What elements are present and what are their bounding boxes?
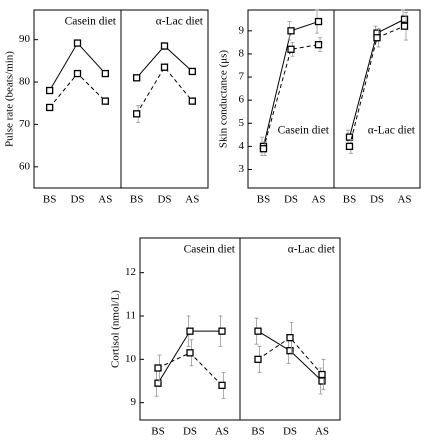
x-tick-label: BS [151,426,164,438]
x-tick-label: BS [43,194,56,206]
panel-title: α-Lac diet [156,16,204,28]
y-tick-label: 90 [19,33,31,45]
panel-title: α-Lac diet [368,125,416,137]
x-tick-label: BS [343,194,356,206]
y-tick-label: 8 [239,47,245,59]
x-tick-label: AS [185,194,199,206]
y-tick-label: 60 [19,160,31,172]
marker [314,41,323,49]
x-tick-label: DS [70,194,84,206]
x-tick-label: AS [315,426,329,438]
y-axis-label: Pulse rate (beats/min) [4,51,16,147]
marker [373,34,381,42]
marker [160,42,169,50]
x-tick-label: BS [251,426,264,438]
marker [133,74,141,82]
marker [154,379,162,387]
x-tick-label: DS [157,194,171,206]
y-tick-label: 9 [131,396,137,408]
panel-title: Casein diet [65,16,117,28]
marker [286,347,294,355]
x-tick-label: AS [397,194,411,206]
x-tick-label: DS [183,426,197,438]
x-tick-label: AS [215,426,229,438]
x-tick-label: BS [130,194,143,206]
marker [73,39,82,47]
x-tick-label: AS [98,194,112,206]
y-tick-label: 4 [239,140,245,152]
y-tick-label: 6 [239,94,245,106]
marker [345,142,354,151]
y-tick-label: 70 [19,118,31,130]
y-tick-label: 5 [239,117,245,129]
marker [101,97,109,105]
marker [287,45,295,53]
marker [101,69,109,78]
y-axis-label: Skin conductance (μs) [218,50,230,148]
y-tick-label: 7 [239,71,245,83]
marker [188,67,196,76]
marker [345,133,354,141]
series-line [49,42,106,91]
panel-title: Casein diet [184,244,236,256]
y-tick-label: 11 [125,310,136,322]
x-tick-label: BS [257,194,270,206]
series-line [157,352,223,386]
marker [259,145,268,153]
series-line [157,330,222,384]
y-tick-label: 80 [19,76,31,88]
marker [188,97,196,105]
series-line [262,44,319,149]
x-tick-label: DS [283,426,297,438]
y-tick-label: 3 [239,163,245,175]
marker [73,69,82,78]
marker [400,15,409,23]
series-line [136,45,193,79]
marker [46,103,54,112]
x-tick-label: AS [311,194,325,206]
y-tick-label: 12 [125,266,136,278]
marker [314,17,323,26]
marker [186,327,194,335]
y-tick-label: 10 [125,353,137,365]
series-line [49,72,106,108]
marker [318,377,326,385]
panel-title: α-Lac diet [288,244,336,256]
marker [46,86,54,95]
series-line [136,66,193,115]
y-tick-label: 9 [239,24,245,36]
marker [186,349,194,357]
series-line [257,337,323,375]
marker [400,22,409,30]
marker [160,63,169,71]
marker [318,370,326,379]
y-axis-label: Cortisol (nmol/L) [110,290,122,368]
marker [154,364,162,372]
x-tick-label: DS [284,194,298,206]
panel-title: Casein diet [278,125,330,137]
marker [287,27,295,35]
marker [133,110,141,118]
marker [218,381,226,389]
x-tick-label: DS [370,194,384,206]
marker [254,355,262,363]
marker [286,334,294,342]
marker [218,327,226,335]
marker [254,327,262,335]
